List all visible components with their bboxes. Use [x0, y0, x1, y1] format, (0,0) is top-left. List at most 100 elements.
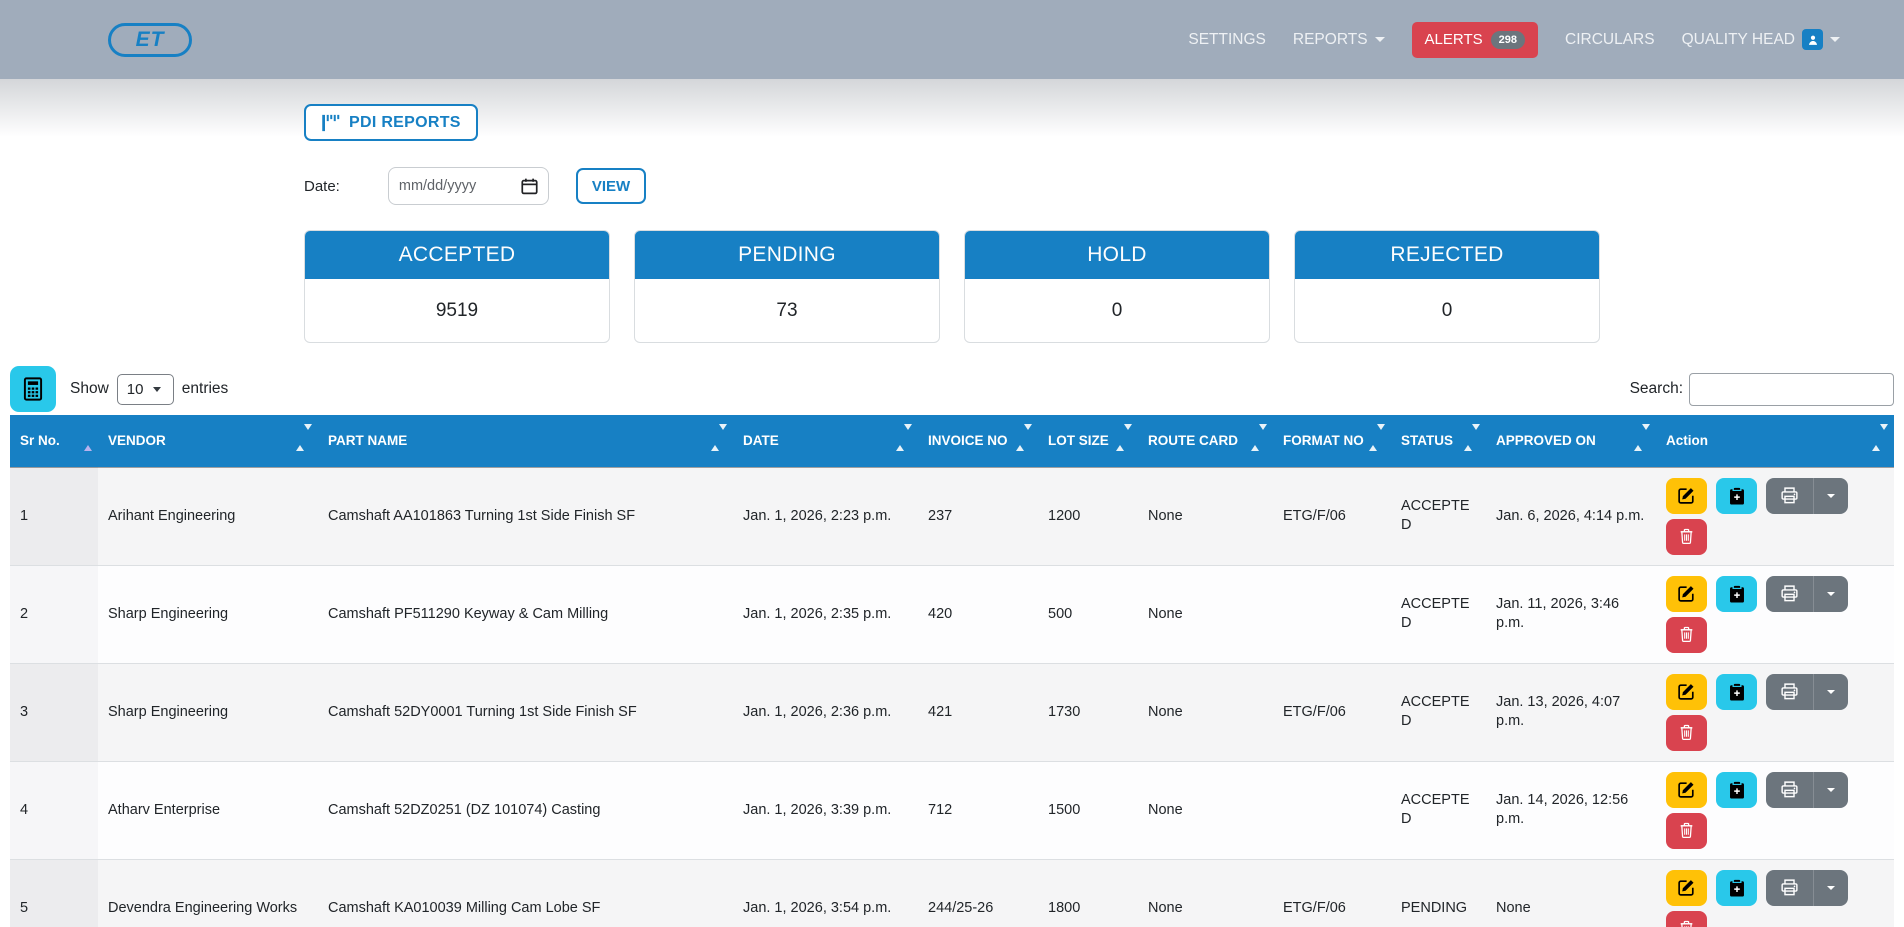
- col-vendor[interactable]: VENDOR: [98, 415, 318, 467]
- print-split-button: [1766, 772, 1848, 808]
- nav-settings[interactable]: SETTINGS: [1188, 31, 1266, 49]
- print-button[interactable]: [1766, 674, 1813, 710]
- cell-lot-size: 1500: [1038, 761, 1138, 859]
- edit-button[interactable]: [1666, 674, 1707, 710]
- print-dropdown-toggle[interactable]: [1813, 576, 1848, 612]
- search-control: Search:: [1630, 373, 1894, 406]
- main-content: PDI REPORTS Date: mm/dd/yyyy VIEW ACCEPT…: [0, 79, 1904, 927]
- chevron-down-icon: [1375, 37, 1385, 42]
- cell-invoice-no: 244/25-26: [918, 859, 1038, 927]
- summary-cards: ACCEPTED 9519 PENDING 73 HOLD 0 REJECTED…: [304, 230, 1600, 343]
- delete-button[interactable]: [1666, 715, 1707, 751]
- col-route-card[interactable]: ROUTE CARD: [1138, 415, 1273, 467]
- card-label: HOLD: [1087, 243, 1147, 267]
- print-button[interactable]: [1766, 870, 1813, 906]
- clipboard-button[interactable]: [1716, 478, 1757, 514]
- chevron-down-icon: [1830, 37, 1840, 42]
- nav-user-dropdown[interactable]: QUALITY HEAD: [1682, 29, 1840, 50]
- print-split-button: [1766, 674, 1848, 710]
- cell-part-name: Camshaft 52DY0001 Turning 1st Side Finis…: [318, 663, 733, 761]
- nav-alerts-button[interactable]: ALERTS 298: [1412, 22, 1538, 58]
- print-button[interactable]: [1766, 478, 1813, 514]
- col-format-no[interactable]: FORMAT NO: [1273, 415, 1391, 467]
- card-label: ACCEPTED: [399, 243, 516, 267]
- trash-icon: [1678, 626, 1695, 643]
- trash-icon: [1678, 822, 1695, 839]
- cell-sr-no: 2: [10, 565, 98, 663]
- clipboard-plus-icon: [1728, 585, 1746, 603]
- cell-sr-no: 3: [10, 663, 98, 761]
- print-button[interactable]: [1766, 772, 1813, 808]
- print-dropdown-toggle[interactable]: [1813, 870, 1848, 906]
- search-label: Search:: [1630, 380, 1683, 398]
- card-value: 73: [776, 300, 797, 322]
- nav-circulars[interactable]: CIRCULARS: [1565, 31, 1655, 49]
- cell-lot-size: 1800: [1038, 859, 1138, 927]
- cell-status: ACCEPTED: [1391, 565, 1486, 663]
- date-input[interactable]: mm/dd/yyyy: [388, 167, 549, 205]
- card-hold: HOLD 0: [964, 230, 1270, 343]
- col-part-name[interactable]: PART NAME: [318, 415, 733, 467]
- sort-icon: [1872, 430, 1888, 445]
- pencil-square-icon: [1677, 486, 1696, 505]
- sort-icon: [1369, 430, 1385, 445]
- edit-button[interactable]: [1666, 478, 1707, 514]
- clipboard-button[interactable]: [1716, 576, 1757, 612]
- col-lot-size[interactable]: LOT SIZE: [1038, 415, 1138, 467]
- pdi-reports-button[interactable]: PDI REPORTS: [304, 104, 478, 141]
- delete-button[interactable]: [1666, 813, 1707, 849]
- edit-button[interactable]: [1666, 870, 1707, 906]
- cell-format-no: ETG/F/06: [1273, 467, 1391, 565]
- print-dropdown-toggle[interactable]: [1813, 674, 1848, 710]
- delete-button[interactable]: [1666, 519, 1707, 555]
- alerts-count-badge: 298: [1491, 31, 1525, 49]
- col-approved-on[interactable]: APPROVED ON: [1486, 415, 1656, 467]
- cell-invoice-no: 712: [918, 761, 1038, 859]
- cell-action: [1656, 663, 1894, 761]
- cell-sr-no: 4: [10, 761, 98, 859]
- calculator-button[interactable]: [10, 366, 56, 412]
- pencil-square-icon: [1677, 682, 1696, 701]
- col-date[interactable]: DATE: [733, 415, 918, 467]
- table-header-row: Sr No. VENDOR PART NAME DATE INVOICE NO …: [10, 415, 1894, 467]
- printer-icon: [1780, 682, 1799, 701]
- cell-format-no: ETG/F/06: [1273, 859, 1391, 927]
- app-logo[interactable]: ET: [108, 23, 192, 57]
- col-invoice-no[interactable]: INVOICE NO: [918, 415, 1038, 467]
- page-size-select[interactable]: 10: [117, 374, 174, 405]
- cell-route-card: None: [1138, 565, 1273, 663]
- pencil-square-icon: [1677, 584, 1696, 603]
- delete-button[interactable]: [1666, 911, 1707, 927]
- clipboard-button[interactable]: [1716, 870, 1757, 906]
- clipboard-button[interactable]: [1716, 772, 1757, 808]
- clipboard-button[interactable]: [1716, 674, 1757, 710]
- nav-reports-dropdown[interactable]: REPORTS: [1293, 31, 1385, 49]
- chevron-down-icon: [1827, 494, 1835, 498]
- cell-approved-on: Jan. 13, 2026, 4:07 p.m.: [1486, 663, 1656, 761]
- view-button[interactable]: VIEW: [576, 168, 646, 204]
- col-status[interactable]: STATUS: [1391, 415, 1486, 467]
- cell-date: Jan. 1, 2026, 2:36 p.m.: [733, 663, 918, 761]
- cell-invoice-no: 420: [918, 565, 1038, 663]
- chevron-down-icon: [1827, 690, 1835, 694]
- col-sr-no[interactable]: Sr No.: [10, 415, 98, 467]
- col-action[interactable]: Action: [1656, 415, 1894, 467]
- print-dropdown-toggle[interactable]: [1813, 772, 1848, 808]
- edit-button[interactable]: [1666, 576, 1707, 612]
- cell-format-no: [1273, 565, 1391, 663]
- card-label: PENDING: [738, 243, 836, 267]
- print-dropdown-toggle[interactable]: [1813, 478, 1848, 514]
- print-button[interactable]: [1766, 576, 1813, 612]
- cell-invoice-no: 421: [918, 663, 1038, 761]
- delete-button[interactable]: [1666, 617, 1707, 653]
- logo-text: ET: [136, 28, 165, 52]
- calendar-icon[interactable]: [521, 178, 538, 195]
- edit-button[interactable]: [1666, 772, 1707, 808]
- cell-lot-size: 1200: [1038, 467, 1138, 565]
- cell-vendor: Devendra Engineering Works: [98, 859, 318, 927]
- card-accepted: ACCEPTED 9519: [304, 230, 610, 343]
- cell-route-card: None: [1138, 761, 1273, 859]
- search-input[interactable]: [1689, 373, 1894, 406]
- cell-date: Jan. 1, 2026, 2:23 p.m.: [733, 467, 918, 565]
- sort-icon: [711, 430, 727, 445]
